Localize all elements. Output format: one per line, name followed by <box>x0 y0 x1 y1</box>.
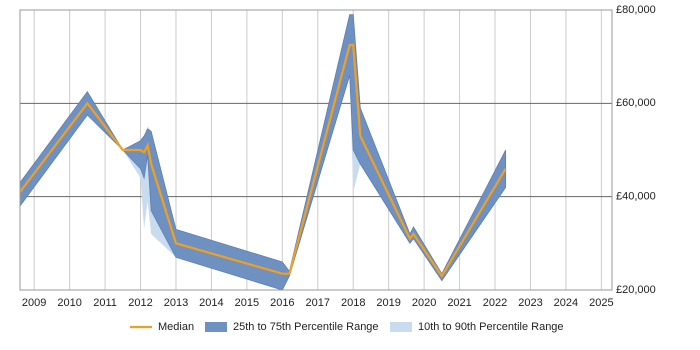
x-tick-label: 2014 <box>199 297 223 309</box>
percentile-band <box>20 14 506 291</box>
legend-label: 10th to 90th Percentile Range <box>418 321 564 333</box>
legend-label: Median <box>158 321 194 333</box>
x-tick-label: 2023 <box>518 297 542 309</box>
percentile-band <box>19 14 507 291</box>
x-tick-label: 2021 <box>447 297 471 309</box>
x-tick-label: 2018 <box>341 297 365 309</box>
x-tick-label: 2016 <box>270 297 294 309</box>
y-tick-label: £60,000 <box>616 97 656 109</box>
x-tick-label: 2015 <box>235 297 259 309</box>
legend-swatch <box>205 322 227 332</box>
x-tick-label: 2012 <box>128 297 152 309</box>
y-tick-label: £20,000 <box>616 284 656 296</box>
x-tick-label: 2010 <box>57 297 81 309</box>
plot-border <box>19 9 613 291</box>
x-tick-label: 2025 <box>589 297 613 309</box>
y-tick-label: £40,000 <box>616 191 656 203</box>
x-tick-label: 2020 <box>412 297 436 309</box>
legend-swatch <box>390 322 412 332</box>
y-tick-label: £80,000 <box>616 4 656 16</box>
x-tick-label: 2013 <box>164 297 188 309</box>
median-line <box>19 43 507 279</box>
x-tick-label: 2009 <box>22 297 46 309</box>
x-tick-label: 2024 <box>554 297 578 309</box>
x-tick-label: 2011 <box>93 297 117 309</box>
x-tick-label: 2022 <box>483 297 507 309</box>
legend-label: 25th to 75th Percentile Range <box>233 321 379 333</box>
x-tick-label: 2019 <box>376 297 400 309</box>
x-tick-label: 2017 <box>306 297 330 309</box>
